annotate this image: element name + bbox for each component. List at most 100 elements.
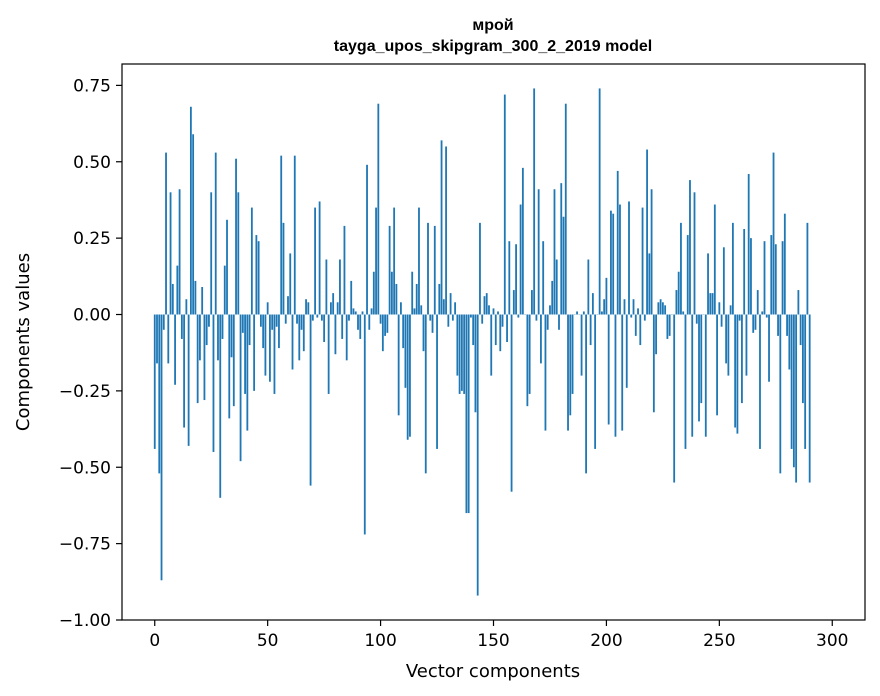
bar bbox=[298, 314, 301, 361]
bar bbox=[772, 152, 775, 315]
bar bbox=[614, 314, 617, 437]
bar bbox=[558, 314, 560, 330]
bar bbox=[332, 293, 335, 315]
bar bbox=[329, 302, 332, 315]
bar bbox=[320, 314, 323, 321]
bar bbox=[709, 293, 712, 315]
bar bbox=[634, 314, 637, 336]
bar bbox=[632, 299, 635, 315]
bar bbox=[472, 314, 475, 346]
bar bbox=[476, 314, 479, 596]
bar bbox=[799, 314, 802, 346]
x-tick-label: 0 bbox=[149, 631, 160, 651]
bar bbox=[230, 314, 233, 358]
bar bbox=[605, 277, 608, 315]
bar bbox=[689, 180, 691, 315]
bar bbox=[447, 314, 450, 327]
bar bbox=[264, 314, 267, 376]
bar bbox=[589, 314, 592, 346]
bar bbox=[223, 265, 226, 315]
bar bbox=[535, 314, 538, 321]
bar bbox=[404, 314, 407, 388]
bar bbox=[639, 314, 642, 346]
bar bbox=[648, 253, 651, 315]
bar bbox=[569, 314, 572, 416]
bar bbox=[808, 314, 811, 483]
bar bbox=[429, 314, 432, 321]
bar bbox=[368, 314, 371, 330]
bar bbox=[318, 201, 321, 315]
y-tick-label: −0.50 bbox=[59, 458, 111, 478]
bar bbox=[183, 314, 186, 428]
bar bbox=[169, 192, 172, 315]
bar bbox=[625, 314, 628, 388]
bar bbox=[763, 241, 766, 315]
bar bbox=[553, 189, 556, 315]
bar bbox=[628, 201, 630, 315]
bar bbox=[449, 293, 452, 315]
bar bbox=[668, 314, 671, 336]
bar bbox=[508, 241, 511, 315]
bar bbox=[239, 314, 242, 462]
bar bbox=[542, 241, 545, 315]
bar bbox=[350, 280, 353, 315]
bar bbox=[314, 207, 316, 315]
bar bbox=[512, 290, 515, 315]
bar bbox=[284, 314, 287, 324]
bar bbox=[359, 314, 362, 339]
bar bbox=[348, 314, 350, 321]
bar bbox=[390, 271, 393, 315]
bar bbox=[361, 311, 364, 315]
bar bbox=[716, 314, 718, 416]
bar bbox=[684, 314, 687, 449]
bar bbox=[779, 314, 782, 474]
bar bbox=[580, 314, 583, 376]
bar bbox=[619, 204, 621, 315]
bar bbox=[192, 134, 195, 315]
bar bbox=[171, 283, 174, 315]
bar bbox=[311, 314, 314, 321]
bar bbox=[485, 293, 488, 315]
bar bbox=[278, 314, 280, 349]
bar bbox=[770, 235, 773, 315]
bar bbox=[804, 314, 807, 449]
bar bbox=[341, 314, 344, 339]
bar bbox=[630, 314, 633, 318]
bar bbox=[370, 308, 373, 315]
bar bbox=[246, 314, 249, 431]
bar bbox=[185, 299, 188, 315]
bar bbox=[460, 314, 463, 391]
x-axis: 0 50 100 150 200 250 300 bbox=[149, 620, 848, 651]
bar bbox=[289, 253, 292, 315]
bar bbox=[219, 314, 222, 498]
bar bbox=[729, 305, 732, 315]
bar bbox=[266, 302, 269, 315]
bar bbox=[422, 314, 425, 352]
bar bbox=[253, 314, 256, 391]
x-tick-label: 150 bbox=[477, 631, 509, 651]
bar bbox=[176, 265, 179, 315]
bar bbox=[293, 155, 296, 315]
bar bbox=[237, 192, 240, 315]
bar bbox=[357, 314, 359, 330]
bar bbox=[210, 192, 213, 315]
bar bbox=[381, 314, 384, 352]
bar bbox=[515, 244, 517, 315]
bar bbox=[661, 302, 664, 315]
x-tick-label: 100 bbox=[364, 631, 396, 651]
bar bbox=[745, 314, 748, 376]
bar bbox=[287, 296, 289, 315]
bar bbox=[503, 94, 506, 315]
bar bbox=[650, 189, 653, 315]
bar bbox=[533, 88, 536, 315]
bar bbox=[555, 259, 558, 315]
bar bbox=[273, 314, 276, 394]
bar bbox=[731, 222, 734, 315]
bar bbox=[711, 293, 714, 315]
bar bbox=[540, 314, 542, 364]
bar bbox=[546, 314, 549, 330]
bar-series bbox=[153, 88, 811, 596]
bar bbox=[334, 314, 337, 355]
bar bbox=[747, 173, 750, 315]
